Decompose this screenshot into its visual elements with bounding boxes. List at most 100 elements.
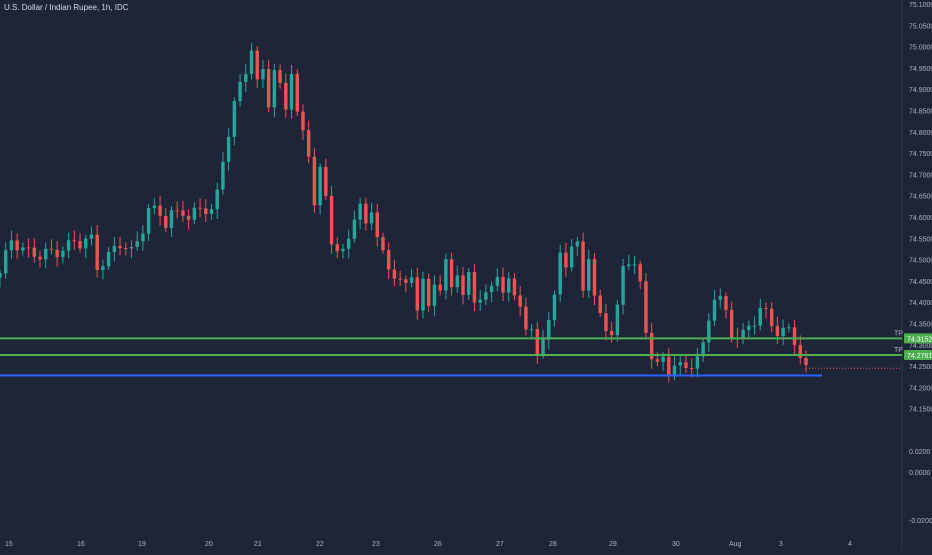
y-tick-label: 74.7500 [909, 151, 932, 158]
candle-body [484, 292, 488, 300]
candle-body [232, 101, 237, 137]
candle-body [575, 241, 580, 247]
candle-body [404, 279, 408, 283]
candle-body [752, 325, 757, 327]
candle-body [186, 215, 191, 220]
y-tick-label: 74.4500 [909, 279, 932, 286]
candle-body [38, 256, 42, 260]
candle-body [124, 248, 128, 250]
y-tick-label: 74.4000 [909, 300, 932, 307]
candle-body [569, 246, 574, 268]
y-tick-label: 74.8500 [909, 109, 932, 116]
candle-body [118, 246, 122, 249]
candle-body [627, 264, 631, 267]
candle-body [261, 69, 265, 80]
candle-body [707, 320, 711, 343]
candle-body [455, 275, 460, 288]
candle-body [169, 210, 174, 228]
candle-body [306, 130, 311, 157]
candle-body [467, 272, 471, 295]
candle-body [501, 276, 505, 293]
candle-body [89, 234, 94, 239]
candle-body [741, 329, 745, 339]
candle-body [552, 294, 557, 321]
candle-body [535, 329, 540, 355]
tp-level-tag: TP [894, 347, 903, 354]
candle-body [295, 73, 299, 112]
x-tick-label: 26 [434, 541, 442, 548]
candle-body [358, 203, 362, 220]
candle-body [638, 264, 642, 282]
candle-body [558, 252, 562, 295]
candle-body [421, 278, 425, 311]
candle-body [198, 207, 202, 209]
candle-body [146, 207, 151, 234]
candle-body [129, 246, 134, 249]
candle-body [781, 328, 785, 337]
candle-body [729, 309, 734, 338]
candle-body [346, 238, 351, 249]
y-tick-label: 74.1500 [909, 407, 932, 414]
candle-body [369, 212, 374, 224]
x-tick-label: 30 [672, 541, 680, 548]
x-tick-label: 3 [779, 541, 783, 548]
candle-body [689, 368, 694, 370]
y-tick-label: 74.5500 [909, 236, 932, 243]
y-tick-label: 74.5000 [909, 258, 932, 265]
tp-level-tag: TP [894, 330, 903, 337]
x-tick-label: Aug [729, 541, 742, 548]
candle-body [764, 307, 768, 309]
candle-body [192, 207, 197, 220]
candle-body [164, 215, 168, 228]
candle-body [495, 276, 500, 286]
candle-body [289, 73, 294, 110]
candle-body [644, 281, 648, 333]
y-tick-label: 74.9000 [909, 87, 932, 94]
candle-body [621, 266, 625, 305]
price-label: 74.2761 [907, 353, 932, 360]
candle-body [718, 296, 722, 300]
candle-body [632, 264, 637, 266]
candle-body [21, 247, 25, 251]
y-tick-label: 74.6500 [909, 194, 932, 201]
candle-body [432, 284, 437, 306]
candle-body [427, 278, 431, 306]
candle-body [804, 357, 808, 366]
candle-body [604, 313, 608, 331]
candle-body [798, 345, 802, 358]
candle-body [415, 277, 420, 311]
y-tick-label: 74.6000 [909, 215, 932, 222]
candle-body [518, 295, 522, 307]
candle-body [375, 212, 379, 238]
candle-body [4, 250, 8, 274]
candle-body [655, 359, 660, 362]
x-tick-label: 4 [848, 541, 852, 548]
candle-body [181, 210, 185, 216]
candle-body [221, 161, 225, 190]
price-label-box [904, 333, 932, 344]
candle-body [758, 307, 762, 326]
candle-body [329, 195, 334, 245]
candle-body [55, 249, 59, 257]
candle-body [667, 356, 671, 375]
candle-body [649, 332, 654, 360]
x-tick-label: 15 [5, 541, 13, 548]
candle-body [301, 111, 305, 131]
x-tick-label: 23 [372, 541, 380, 548]
candle-body [32, 247, 37, 257]
candle-body [775, 326, 780, 337]
y-tick-label: 74.9500 [909, 66, 932, 73]
candle-body [672, 365, 677, 375]
candle-body [472, 272, 477, 303]
candle-body [541, 339, 545, 355]
candle-body [209, 209, 214, 214]
candle-body [278, 70, 282, 83]
candle-body [226, 136, 231, 162]
x-tick-label: 27 [496, 541, 504, 548]
candle-body [84, 238, 88, 249]
x-tick-label: 19 [138, 541, 146, 548]
candle-body [335, 244, 339, 252]
candle-body [661, 356, 665, 362]
